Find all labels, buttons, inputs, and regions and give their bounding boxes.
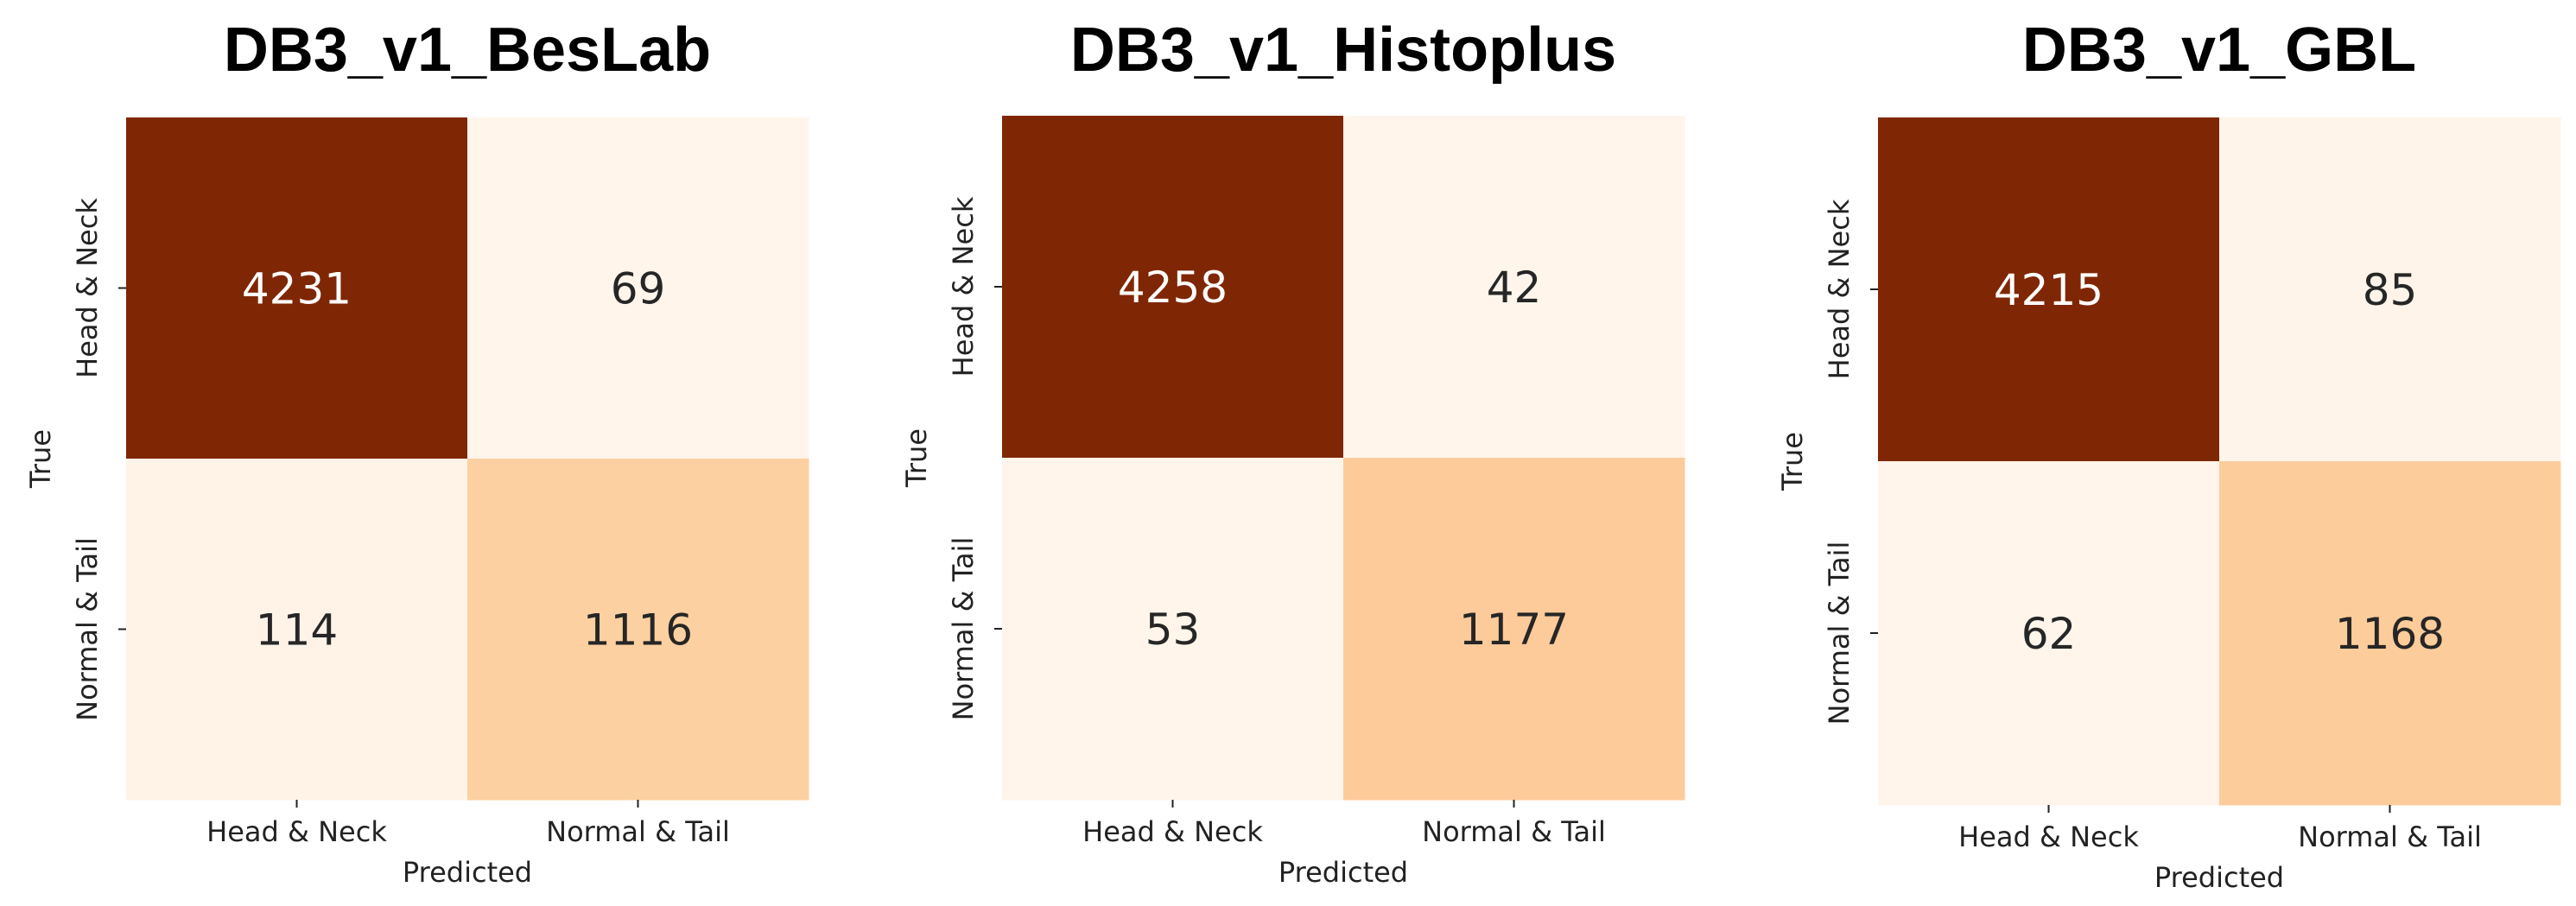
x-tick-label: Head & Neck [206,815,387,848]
y-tick-label: Head & Neck [947,196,980,377]
x-tick-label: Head & Neck [1958,820,2139,853]
x-tick-label: Normal & Tail [2298,820,2482,853]
heatmap-cell [126,117,468,459]
heatmap-cell [126,459,468,801]
heatmap-cell [1878,117,2220,462]
cell-value-label: 114 [256,605,338,656]
cell-value-label: 42 [1487,263,1542,313]
chart-title: DB3_v1_GBL [2022,16,2416,85]
confusion-matrix-panel: DB3_v1_BesLab 4231 69 114 1116 Head & Neck Nor… [24,16,809,889]
confusion-matrix-panel: DB3_v1_GBL 4215 85 62 1168 Head & Neck Normal … [1776,16,2561,894]
y-tick-label: Normal & Tail [947,537,980,721]
x-axis-label: Predicted [1278,856,1408,889]
cell-value-label: 85 [2363,265,2418,315]
x-axis-label: Predicted [403,856,532,889]
y-tick-label: Head & Neck [71,198,104,378]
cell-value-label: 1116 [583,605,693,656]
heatmap-cell [2219,461,2561,806]
heatmap-cell [1343,458,1685,801]
heatmap-cell [1002,116,1344,459]
heatmap-cell [2219,117,2561,462]
chart-title: DB3_v1_Histoplus [1070,16,1616,85]
y-tick-label: Normal & Tail [71,537,104,721]
y-axis-label: True [24,429,57,489]
heatmap-cell [1878,461,2220,806]
cell-value-label: 1168 [2335,609,2445,659]
heatmap-cell [1343,116,1685,459]
y-axis-label: True [900,428,933,488]
cell-value-label: 4231 [242,264,352,314]
cell-value-label: 69 [611,264,666,314]
x-axis-label: Predicted [2154,861,2284,894]
y-tick-label: Head & Neck [1823,199,1856,379]
y-axis-label: True [1776,432,1809,491]
heatmap-cell [467,117,809,459]
cell-value-label: 4258 [1118,263,1228,313]
heatmap-cell [1002,458,1344,801]
x-tick-label: Normal & Tail [1422,815,1606,848]
cell-value-label: 4215 [1994,265,2103,315]
heatmap-cell [467,459,809,801]
cell-value-label: 53 [1145,605,1201,655]
x-tick-label: Head & Neck [1082,815,1263,848]
chart-title: DB3_v1_BesLab [224,16,711,85]
cell-value-label: 62 [2021,609,2077,659]
x-tick-label: Normal & Tail [546,815,730,848]
cell-value-label: 1177 [1459,605,1569,655]
y-tick-label: Normal & Tail [1823,542,1856,725]
confusion-matrix-panel: DB3_v1_Histoplus 4258 42 53 1177 Head & Neck N… [900,16,1685,889]
